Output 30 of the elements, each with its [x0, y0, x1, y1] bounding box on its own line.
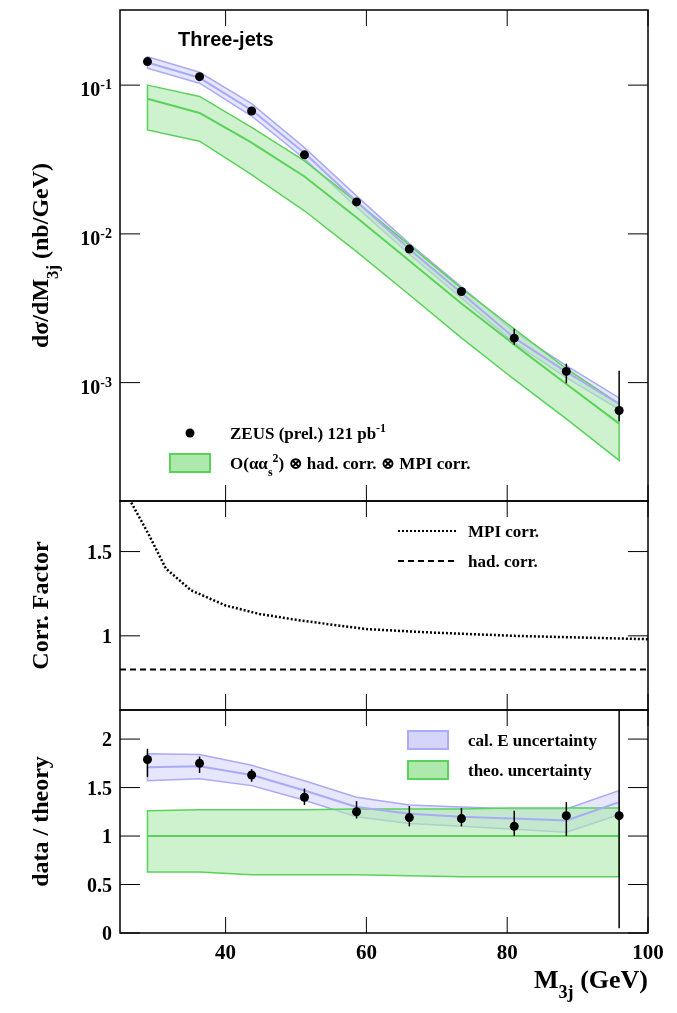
legend-label: had. corr.	[468, 552, 538, 571]
y-tick-label: 0	[102, 922, 112, 944]
y-tick-label: 2	[102, 728, 112, 751]
x-tick-label: 40	[215, 940, 237, 964]
y-tick-label: 1	[102, 825, 112, 848]
x-tick-label: 80	[496, 940, 518, 964]
point	[247, 770, 257, 780]
x-tick-label: 60	[355, 940, 377, 964]
text: Three-jets	[178, 28, 274, 50]
x-tick-label: 100	[632, 940, 664, 964]
point	[142, 57, 152, 67]
y-tick-label: 1	[102, 624, 112, 647]
y-tick-label: 1.5	[87, 776, 112, 799]
y-tick-label: 0.5	[87, 873, 112, 896]
y-axis-title: Corr. Factor	[27, 540, 53, 670]
legend-label: O(αα$_{s}$$^{2}$) ⊗ had. corr. ⊗ MPI corr.	[230, 451, 471, 479]
y-tick-label: 10$^{-3}$	[80, 374, 112, 398]
y-tick-label: 1.5	[87, 540, 112, 563]
legend-label: MPI corr.	[468, 522, 540, 541]
x-axis-title: M$_{3j}$ (GeV)	[533, 965, 648, 1002]
point	[195, 758, 205, 768]
legend-label: theo. uncertainty	[468, 761, 593, 780]
point	[195, 72, 205, 82]
y-tick-label: 10$^{-2}$	[80, 225, 112, 249]
y-axis-title: data / theory	[27, 756, 53, 887]
legend-label: ZEUS (prel.) 121 pb$^{-1}$	[230, 421, 387, 443]
legend-label: cal. E uncertainty	[468, 731, 598, 750]
y-tick-label: 10$^{-1}$	[80, 76, 112, 101]
point	[299, 792, 309, 802]
point	[142, 754, 152, 764]
